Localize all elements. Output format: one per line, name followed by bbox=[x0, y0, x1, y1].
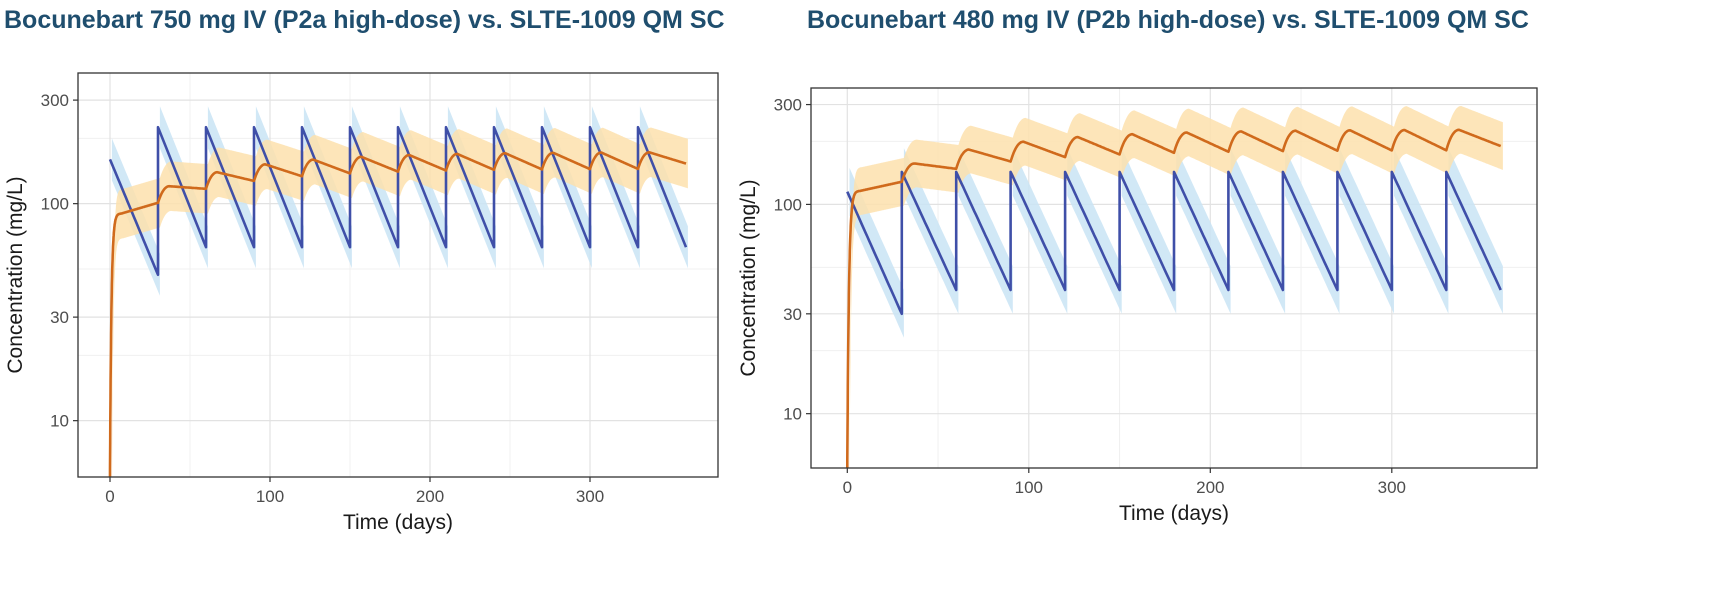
plot-border bbox=[77, 72, 719, 478]
x-axis-label: Time (days) bbox=[343, 511, 453, 534]
chart-panel-left: Bocunebart 750 mg IV (P2a high-dose) vs.… bbox=[4, 6, 725, 534]
axes: 0 100 200 300 10 30 100 300 bbox=[774, 96, 1406, 497]
y-tick-label: 30 bbox=[50, 308, 69, 327]
chart-plot: 0 100 200 300 10 30 100 300 Time (days) Concentra… bbox=[4, 72, 719, 534]
chart-title: Bocunebart 480 mg IV (P2b high-dose) vs.… bbox=[807, 6, 1529, 34]
y-tick-label: 300 bbox=[41, 91, 69, 110]
x-tick-label: 0 bbox=[105, 487, 114, 506]
x-tick-label: 300 bbox=[1378, 478, 1406, 497]
chart-plot: 0 100 200 300 10 30 100 300 Time (days) Concentra… bbox=[737, 87, 1538, 525]
y-axis-label: Concentration (mg/L) bbox=[4, 176, 27, 373]
y-axis-label: Concentration (mg/L) bbox=[737, 179, 760, 376]
x-axis-label: Time (days) bbox=[1119, 502, 1229, 525]
x-tick-label: 200 bbox=[416, 487, 444, 506]
x-tick-label: 0 bbox=[843, 478, 852, 497]
x-tick-label: 300 bbox=[576, 487, 604, 506]
x-tick-label: 100 bbox=[256, 487, 284, 506]
series-band-0 bbox=[849, 148, 1503, 338]
chart-panel-right: Bocunebart 480 mg IV (P2b high-dose) vs.… bbox=[737, 0, 1726, 592]
x-tick-label: 200 bbox=[1196, 478, 1224, 497]
series-line-1 bbox=[846, 128, 1502, 468]
series-band-0 bbox=[111, 106, 688, 296]
series-band-1 bbox=[111, 127, 688, 477]
series-line-0 bbox=[846, 170, 1502, 316]
chart-title: Bocunebart 750 mg IV (P2a high-dose) vs.… bbox=[4, 6, 725, 34]
y-tick-label: 300 bbox=[774, 96, 802, 115]
x-tick-label: 100 bbox=[1015, 478, 1043, 497]
y-tick-label: 10 bbox=[50, 412, 69, 431]
y-tick-label: 100 bbox=[41, 195, 69, 214]
series-group bbox=[108, 106, 688, 477]
series-line-1 bbox=[108, 151, 687, 477]
y-tick-label: 30 bbox=[783, 305, 802, 324]
axes: 0 100 200 300 10 30 100 300 bbox=[41, 91, 605, 506]
series-band-1 bbox=[849, 106, 1503, 468]
plot-border bbox=[810, 87, 1538, 469]
series-group bbox=[846, 106, 1503, 468]
y-tick-label: 100 bbox=[774, 195, 802, 214]
y-tick-label: 10 bbox=[783, 405, 802, 424]
series-line-0 bbox=[108, 125, 688, 277]
